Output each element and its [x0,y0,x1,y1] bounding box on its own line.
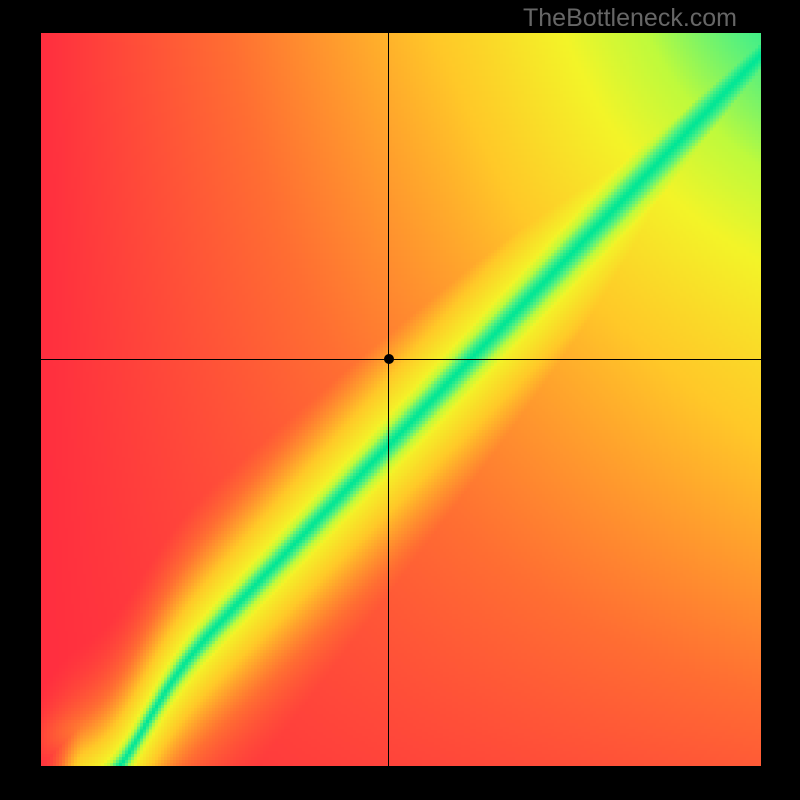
heatmap-canvas [41,33,761,766]
crosshair-vertical [388,33,389,766]
heatmap-plot [41,33,761,766]
crosshair-marker [384,354,394,364]
watermark-text: TheBottleneck.com [523,4,737,33]
crosshair-horizontal [41,359,761,360]
